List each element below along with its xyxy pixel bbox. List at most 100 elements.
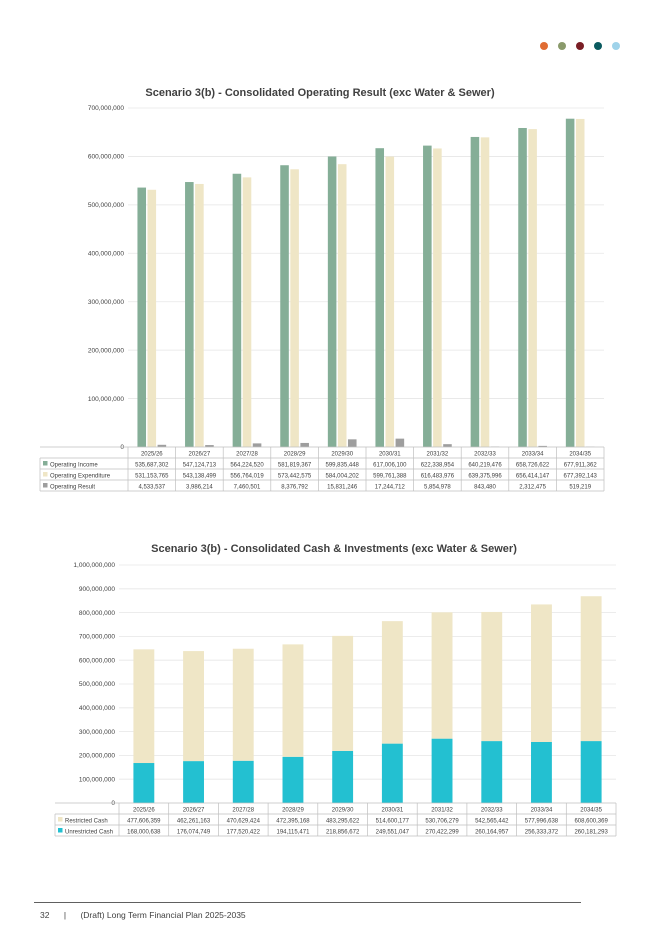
y-tick-label: 400,000,000	[79, 705, 116, 712]
y-tick-label: 300,000,000	[79, 729, 116, 736]
x-tick-label: 2033/34	[522, 452, 544, 458]
cash-investments-chart: Scenario 3(b) - Consolidated Cash & Inve…	[0, 538, 669, 858]
bar-operating-expenditure	[147, 189, 157, 447]
x-tick-label: 2029/30	[332, 808, 354, 814]
bar-unrestricted-cash	[531, 741, 552, 803]
data-label: 470,629,424	[227, 819, 261, 825]
data-label: 462,261,163	[177, 819, 211, 825]
legend-swatch	[58, 828, 63, 833]
legend-label: Unrestricted Cash	[65, 830, 113, 836]
data-label: 15,831,246	[327, 485, 358, 491]
data-label: 677,911,362	[564, 463, 598, 469]
data-label: 5,854,978	[424, 485, 451, 491]
bar-unrestricted-cash	[133, 763, 155, 803]
x-tick-label: 2032/33	[481, 808, 503, 814]
data-label: 573,442,575	[278, 474, 312, 480]
bar-restricted-cash	[580, 596, 602, 742]
data-label: 530,706,279	[425, 819, 459, 825]
data-label: 249,551,047	[376, 830, 410, 836]
bar-restricted-cash	[431, 612, 453, 739]
data-label: 8,376,792	[281, 485, 308, 491]
data-label: 2,312,475	[519, 485, 546, 491]
bar-operating-expenditure	[575, 118, 585, 447]
data-label: 270,422,299	[425, 830, 459, 836]
data-label: 4,533,537	[138, 485, 165, 491]
legend-label: Operating Result	[50, 485, 95, 491]
data-label: 843,480	[474, 485, 496, 491]
data-label: 542,565,442	[475, 819, 509, 825]
x-tick-label: 2030/31	[381, 808, 403, 814]
x-tick-label: 2028/29	[282, 808, 304, 814]
bar-restricted-cash	[282, 644, 304, 757]
data-label: 658,726,622	[516, 463, 550, 469]
x-tick-label: 2034/35	[569, 452, 591, 458]
chart-title: Scenario 3(b) - Consolidated Cash & Inve…	[151, 543, 517, 555]
bar-operating-income	[280, 165, 289, 447]
legend-swatch	[43, 461, 48, 466]
data-label: 599,835,448	[326, 463, 360, 469]
bar-unrestricted-cash	[282, 756, 304, 803]
operating-result-chart: Scenario 3(b) - Consolidated Operating R…	[0, 80, 669, 510]
bar-operating-income	[327, 156, 337, 447]
bar-restricted-cash	[332, 635, 354, 751]
y-tick-label: 1,000,000,000	[73, 562, 115, 569]
bar-operating-income	[565, 118, 575, 448]
bar-restricted-cash	[531, 604, 552, 742]
bar-operating-result	[443, 444, 452, 447]
data-label: 472,395,168	[276, 819, 310, 825]
y-tick-label: 200,000,000	[79, 753, 116, 760]
y-tick-label: 600,000,000	[88, 154, 125, 161]
x-tick-label: 2033/34	[531, 808, 553, 814]
x-tick-label: 2027/28	[236, 452, 258, 458]
bar-operating-result	[252, 443, 262, 447]
y-tick-label: 200,000,000	[88, 347, 125, 354]
data-label: 168,000,638	[127, 830, 161, 836]
data-label: 616,483,976	[421, 474, 455, 480]
data-label: 3,986,214	[186, 485, 213, 491]
bar-operating-expenditure	[385, 156, 395, 447]
bar-unrestricted-cash	[381, 743, 403, 803]
bar-operating-expenditure	[242, 177, 252, 448]
x-tick-label: 2025/26	[133, 808, 155, 814]
bar-restricted-cash	[481, 611, 503, 742]
bar-unrestricted-cash	[232, 760, 254, 803]
x-tick-label: 2030/31	[379, 452, 401, 458]
x-tick-label: 2026/27	[183, 808, 205, 814]
bar-operating-expenditure	[433, 148, 442, 447]
data-label: 519,219	[569, 485, 591, 491]
y-tick-label: 500,000,000	[88, 202, 125, 209]
legend-swatch	[43, 483, 48, 488]
legend-swatch	[58, 817, 63, 822]
bar-operating-result	[395, 438, 405, 447]
bar-operating-result	[300, 442, 309, 447]
data-label: 218,856,672	[326, 830, 360, 836]
y-tick-label: 300,000,000	[88, 299, 125, 306]
data-label: 535,687,302	[135, 463, 169, 469]
x-tick-label: 2034/35	[580, 808, 602, 814]
data-label: 17,244,712	[375, 485, 406, 491]
bar-operating-income	[518, 127, 527, 448]
bar-operating-income	[137, 187, 147, 448]
y-tick-label: 900,000,000	[79, 586, 116, 593]
cash-investments-chart-svg: Scenario 3(b) - Consolidated Cash & Inve…	[54, 543, 617, 837]
data-label: 543,138,499	[183, 474, 217, 480]
chart-title: Scenario 3(b) - Consolidated Operating R…	[145, 87, 495, 99]
footer-separator: |	[63, 910, 67, 920]
data-label: 477,606,359	[127, 819, 161, 825]
legend-label: Restricted Cash	[65, 819, 108, 825]
data-label: 547,124,713	[183, 463, 217, 469]
dot-orange	[540, 42, 548, 50]
data-label: 176,074,749	[177, 830, 211, 836]
data-label: 608,600,369	[574, 819, 608, 825]
bar-unrestricted-cash	[431, 738, 453, 803]
bar-operating-expenditure	[290, 169, 299, 447]
data-label: 622,338,954	[421, 463, 455, 469]
bar-operating-income	[375, 148, 385, 447]
data-label: 581,819,367	[278, 463, 312, 469]
bar-operating-result	[538, 445, 547, 447]
data-label: 677,392,143	[564, 474, 598, 480]
data-label: 656,414,147	[516, 474, 550, 480]
bar-restricted-cash	[133, 649, 155, 764]
dot-teal	[594, 42, 602, 50]
x-tick-label: 2028/29	[284, 452, 306, 458]
